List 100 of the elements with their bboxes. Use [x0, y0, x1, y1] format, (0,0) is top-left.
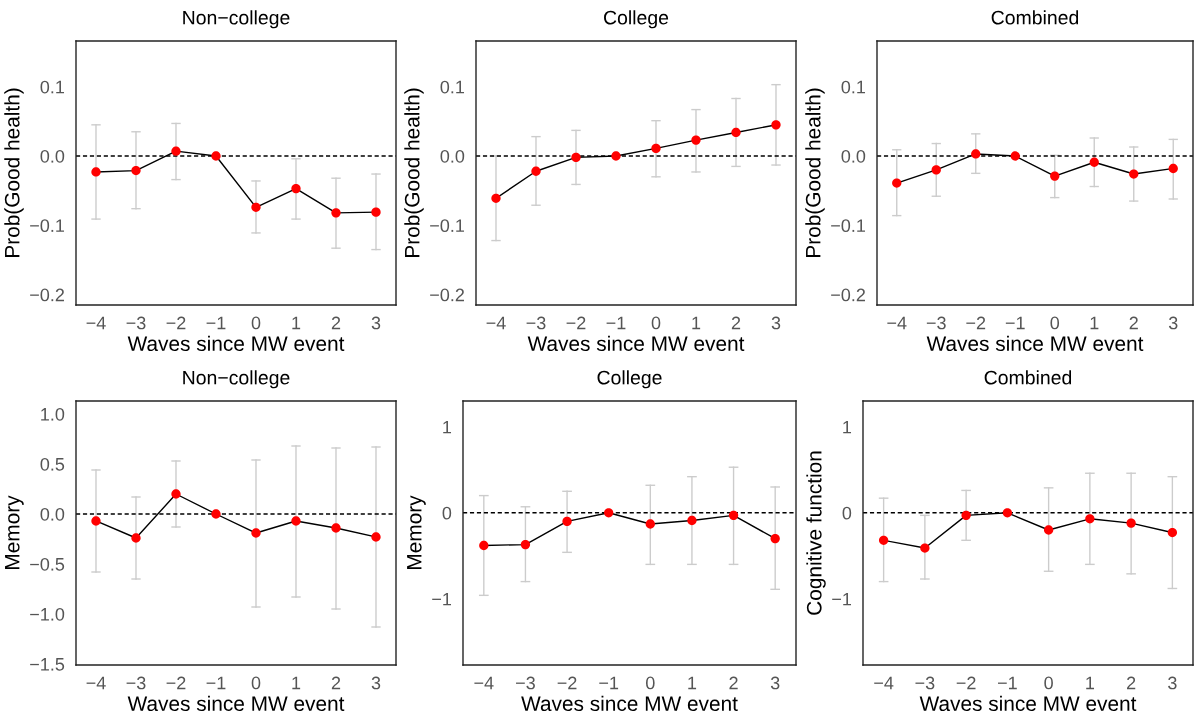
y-tick-label: 0.5 [40, 457, 65, 471]
point [731, 127, 741, 138]
y-tick-label: −0.5 [30, 557, 65, 571]
point [211, 151, 221, 161]
chart-title: Combined [991, 10, 1079, 25]
x-tick-label: −1 [1005, 316, 1025, 330]
x-tick-label: −3 [915, 676, 935, 690]
x-tick-label: −4 [887, 316, 907, 330]
point [91, 167, 101, 177]
point [171, 489, 181, 499]
y-axis-title: Prob(Good health) [4, 88, 24, 257]
point [331, 208, 341, 218]
point [131, 533, 141, 543]
x-tick-label: 2 [731, 316, 741, 330]
y-axis-title: Memory [407, 495, 426, 569]
point [1010, 151, 1020, 161]
point [171, 146, 181, 156]
x-tick-label: 3 [1168, 676, 1177, 690]
x-tick-label: −2 [166, 676, 186, 690]
y-axis-title: Prob(Good health) [805, 88, 825, 257]
y-tick-label: 0.0 [40, 507, 65, 521]
x-tick-label: 3 [1168, 316, 1178, 330]
x-tick-label: −4 [486, 316, 506, 330]
chart-title: Combined [984, 370, 1072, 385]
y-tick-label: −0.1 [430, 219, 465, 233]
x-tick-label: 0 [251, 316, 261, 330]
point [611, 151, 621, 161]
point [291, 183, 301, 194]
y-tick-label: 0.0 [40, 149, 65, 163]
y-axis-title: Memory [5, 495, 24, 569]
point [371, 207, 381, 217]
point [520, 539, 531, 550]
x-axis-title: Waves since MW event [527, 335, 745, 352]
point [920, 543, 930, 553]
point [1168, 163, 1178, 174]
point [645, 519, 655, 529]
point [251, 528, 261, 538]
y-tick-label: −0.1 [831, 219, 866, 233]
point [371, 532, 381, 542]
x-tick-label: −1 [997, 676, 1017, 690]
x-tick-label: −1 [206, 316, 226, 330]
point [251, 202, 261, 212]
x-tick-label: −2 [166, 316, 186, 330]
y-tick-label: 0.0 [440, 149, 465, 163]
x-tick-label: 1 [292, 676, 301, 690]
point [691, 135, 701, 145]
x-tick-label: −4 [474, 676, 494, 690]
y-tick-label: −0.1 [30, 219, 65, 233]
y-tick-label: 1 [443, 420, 452, 434]
y-axis-title: Prob(Good health) [404, 88, 424, 257]
chart-title: College [604, 10, 669, 29]
x-tick-label: −4 [86, 316, 106, 330]
y-tick-label: 0.1 [841, 80, 866, 94]
point [1043, 525, 1054, 535]
point [971, 149, 981, 159]
y-tick-label: 1.0 [41, 407, 65, 421]
point [211, 509, 221, 519]
point [771, 120, 781, 130]
x-axis-title: Waves since MW event [926, 335, 1144, 352]
point [878, 535, 889, 545]
x-axis-title: Waves since MW event [127, 695, 345, 712]
x-tick-label: 2 [331, 316, 341, 330]
point [892, 178, 902, 188]
x-tick-label: −4 [86, 676, 106, 690]
point [961, 510, 971, 521]
x-axis-title: Waves since MW event [127, 335, 345, 352]
x-tick-label: −4 [874, 676, 894, 690]
y-tick-label: −1.5 [30, 658, 65, 671]
x-tick-label: 0 [651, 316, 661, 330]
x-tick-label: 1 [1090, 316, 1099, 330]
y-axis-title: Cognitive function [806, 451, 826, 615]
x-axis-title: Waves since MW event [919, 695, 1137, 712]
y-tick-label: −0.2 [30, 288, 64, 302]
point [1126, 518, 1136, 528]
x-tick-label: −3 [126, 676, 146, 690]
x-tick-label: 2 [1129, 316, 1138, 330]
x-tick-label: 2 [729, 676, 738, 690]
y-tick-label: −0.2 [430, 288, 464, 302]
point [651, 143, 661, 154]
point [1002, 508, 1013, 518]
point [131, 165, 141, 176]
x-tick-label: 3 [371, 316, 381, 330]
chart-title: Non−college [183, 370, 290, 389]
x-tick-label: −3 [926, 316, 946, 330]
point [1129, 169, 1139, 179]
point [1167, 527, 1178, 538]
x-tick-label: −2 [557, 676, 577, 690]
x-tick-label: −3 [126, 316, 146, 330]
point [687, 515, 697, 526]
y-tick-label: −1 [832, 592, 852, 606]
point [604, 508, 614, 518]
x-tick-label: 0 [251, 676, 261, 690]
x-tick-label: 3 [771, 316, 781, 330]
point [562, 516, 572, 527]
x-tick-label: 1 [688, 676, 697, 690]
x-tick-label: 1 [692, 316, 701, 330]
x-tick-label: −3 [526, 316, 546, 330]
point [331, 523, 341, 533]
y-tick-label: 0.1 [40, 80, 65, 94]
chart-title: Non−college [183, 10, 290, 29]
